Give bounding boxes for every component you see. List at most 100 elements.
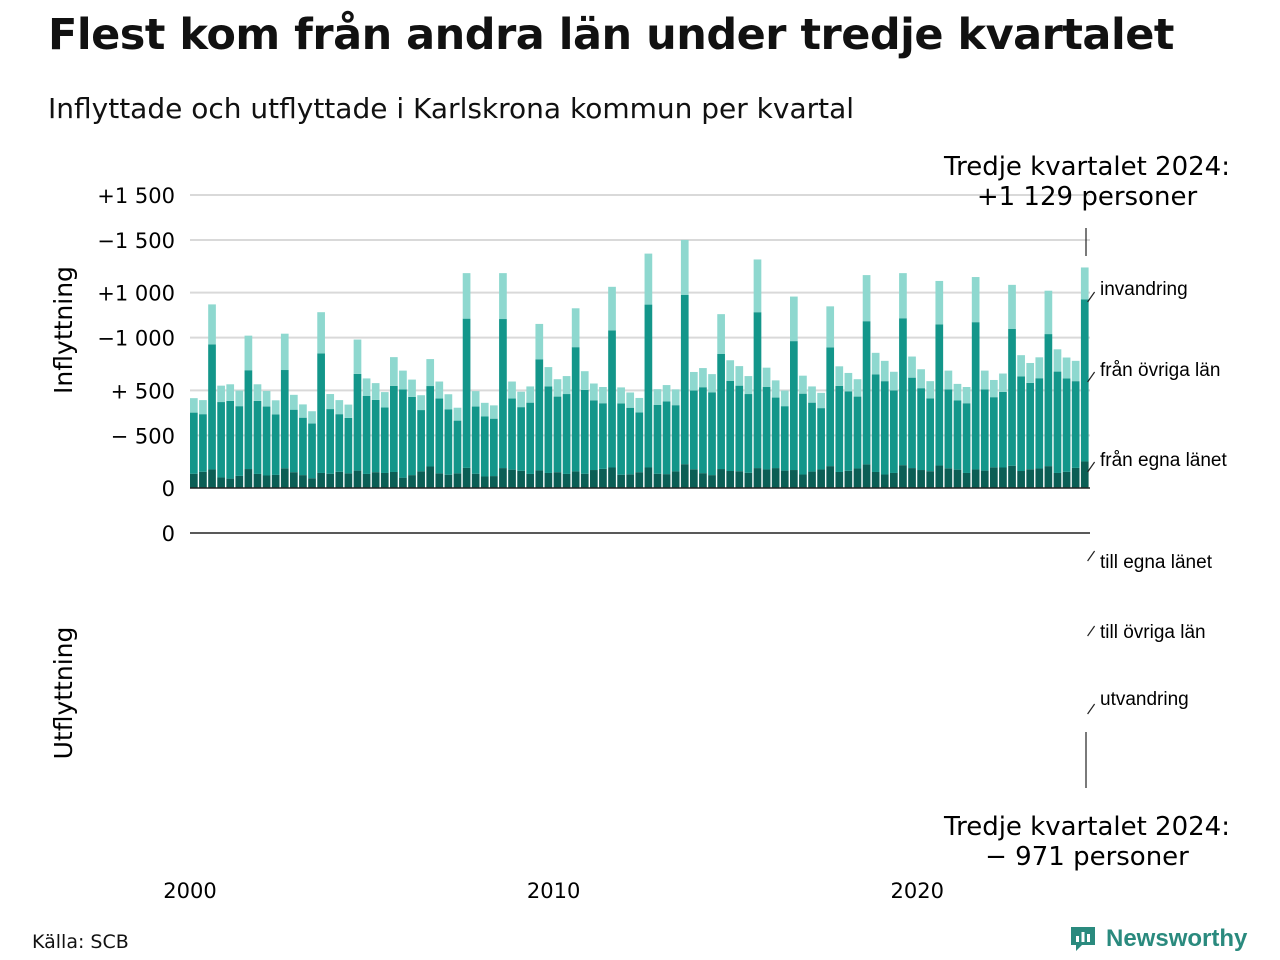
label-leader — [1087, 371, 1096, 383]
bar-inflow-1 — [326, 409, 335, 474]
bar-inflow-0 — [935, 465, 944, 488]
bar-inflow-1 — [526, 402, 535, 474]
x-tick-label: 2020 — [891, 879, 944, 903]
bar-inflow-2 — [680, 239, 689, 295]
y-tick-label: −1 000 — [97, 327, 175, 351]
bar-inflow-1 — [335, 414, 344, 472]
bar-inflow-0 — [299, 475, 307, 488]
bar-inflow-0 — [253, 473, 262, 488]
bar-inflow-0 — [917, 470, 925, 488]
bar-inflow-1 — [371, 399, 380, 473]
bar-inflow-1 — [999, 391, 1007, 468]
bar-inflow-1 — [699, 387, 707, 474]
bar-inflow-1 — [508, 398, 516, 470]
bar-inflow-0 — [699, 473, 707, 488]
bar-inflow-0 — [280, 468, 289, 488]
bar-inflow-2 — [771, 380, 780, 398]
bar-inflow-2 — [1035, 357, 1044, 379]
bar-inflow-2 — [590, 383, 598, 401]
bar-inflow-0 — [553, 472, 562, 488]
bar-inflow-0 — [835, 471, 844, 488]
bar-inflow-2 — [435, 381, 444, 399]
bar-inflow-0 — [644, 467, 653, 488]
bar-inflow-1 — [717, 354, 725, 470]
series-label: till egna länet — [1100, 552, 1213, 573]
bar-inflow-0 — [953, 469, 962, 488]
bar-inflow-0 — [471, 473, 480, 488]
bar-inflow-2 — [826, 306, 835, 348]
bar-inflow-0 — [390, 471, 398, 488]
bar-inflow-0 — [290, 472, 298, 488]
bar-inflow-2 — [917, 369, 925, 389]
bar-inflow-0 — [671, 471, 680, 488]
bar-inflow-1 — [308, 423, 316, 479]
bar-inflow-2 — [553, 379, 562, 397]
y-axis-title: Utflyttning — [49, 627, 78, 760]
bar-inflow-1 — [1026, 382, 1035, 470]
bar-inflow-1 — [390, 385, 398, 472]
label-leader — [1087, 625, 1096, 637]
bar-inflow-1 — [380, 407, 389, 473]
bar-inflow-2 — [526, 386, 535, 403]
bar-inflow-0 — [999, 467, 1007, 488]
bar-inflow-0 — [580, 473, 589, 488]
bar-inflow-0 — [771, 468, 780, 488]
bar-inflow-0 — [662, 474, 671, 488]
bar-inflow-1 — [399, 389, 407, 478]
bar-inflow-1 — [353, 373, 362, 471]
bar-inflow-1 — [580, 389, 589, 474]
bar-inflow-0 — [444, 474, 453, 488]
chart-title: Flest kom från andra län under tredje kv… — [48, 10, 1174, 60]
bar-inflow-1 — [235, 406, 244, 476]
bar-inflow-0 — [899, 465, 907, 488]
bar-inflow-2 — [417, 395, 425, 411]
bar-inflow-0 — [235, 475, 244, 488]
bar-inflow-2 — [608, 286, 616, 331]
bar-inflow-0 — [735, 471, 744, 488]
bar-inflow-1 — [980, 389, 989, 471]
bar-inflow-2 — [444, 394, 453, 410]
bar-inflow-2 — [817, 392, 825, 409]
bar-inflow-2 — [1044, 290, 1053, 335]
bar-inflow-1 — [299, 417, 307, 476]
newsworthy-logo: Newsworthy — [1068, 924, 1247, 954]
bar-inflow-1 — [726, 380, 735, 471]
bar-inflow-1 — [735, 385, 744, 472]
bar-inflow-2 — [535, 323, 544, 360]
bar-inflow-1 — [671, 405, 680, 472]
bar-inflow-2 — [235, 390, 244, 407]
bar-inflow-1 — [471, 406, 480, 474]
bar-inflow-2 — [844, 372, 853, 392]
bar-inflow-0 — [680, 464, 689, 488]
bar-inflow-1 — [444, 409, 453, 475]
bar-inflow-0 — [335, 471, 344, 488]
bar-inflow-2 — [262, 390, 271, 407]
bar-inflow-0 — [1071, 467, 1080, 488]
bar-inflow-1 — [753, 312, 762, 469]
bar-inflow-2 — [1080, 267, 1089, 300]
bar-inflow-0 — [326, 473, 335, 488]
bar-inflow-2 — [517, 391, 525, 408]
bar-inflow-0 — [1062, 471, 1071, 488]
bar-inflow-2 — [762, 367, 771, 388]
series-label: till övriga län — [1100, 622, 1206, 643]
bar-inflow-2 — [571, 308, 580, 348]
bar-inflow-1 — [953, 400, 962, 470]
bar-inflow-1 — [208, 344, 216, 470]
bar-inflow-1 — [744, 394, 753, 473]
bar-inflow-2 — [644, 253, 653, 305]
bar-inflow-0 — [762, 469, 771, 488]
bar-inflow-1 — [1053, 371, 1062, 473]
bar-inflow-1 — [226, 400, 235, 479]
bar-inflow-1 — [826, 347, 835, 467]
bar-inflow-2 — [244, 335, 253, 371]
bar-inflow-2 — [780, 390, 789, 407]
x-tick-label: 2000 — [163, 879, 216, 903]
bar-inflow-2 — [908, 356, 916, 378]
bar-inflow-1 — [490, 418, 498, 477]
bar-inflow-2 — [344, 404, 353, 418]
y-tick-label: +1 500 — [97, 184, 175, 208]
bar-inflow-2 — [453, 407, 462, 421]
bar-inflow-1 — [880, 381, 889, 475]
bar-inflow-0 — [517, 470, 525, 488]
